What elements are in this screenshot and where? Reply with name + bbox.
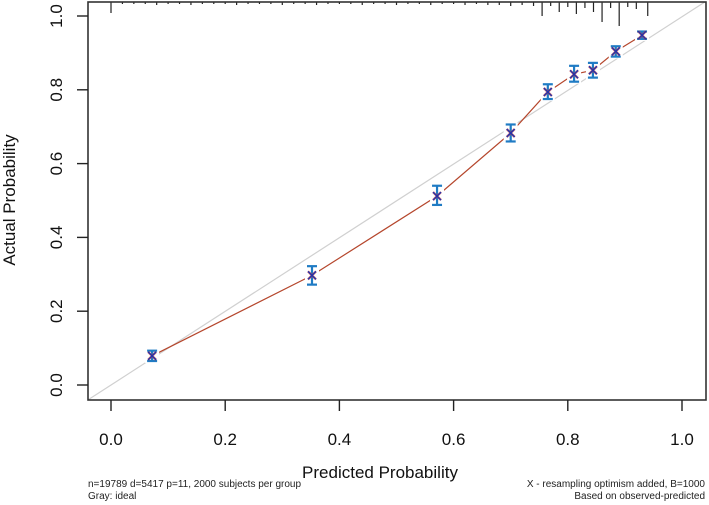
y-tick-label: 1.0: [47, 4, 66, 28]
data-point: [567, 63, 582, 84]
x-tick-label: 1.0: [670, 430, 694, 449]
x-tick-label: 0.4: [328, 430, 352, 449]
footnote-sample-info: n=19789 d=5417 p=11, 2000 subjects per g…: [88, 479, 302, 490]
footnote-gray-ideal: Gray: ideal: [88, 491, 137, 502]
x-axis: 0.0 0.2 0.4 0.6 0.8 1.0: [99, 400, 694, 449]
data-points: [145, 29, 650, 364]
footnote-resampling: X - resampling optimism added, B=1000: [526, 479, 705, 490]
x-axis-label: Predicted Probability: [302, 463, 458, 482]
footnote-left: n=19789 d=5417 p=11, 2000 subjects per g…: [88, 479, 301, 503]
y-tick-label: 0.6: [47, 152, 66, 176]
data-point: [540, 82, 555, 102]
data-point: [304, 264, 319, 287]
x-tick-label: 0.8: [556, 430, 580, 449]
data-point: [585, 60, 600, 80]
y-tick-label: 0.0: [47, 373, 66, 397]
rug-spikes: [110, 2, 649, 26]
y-axis: 0.0 0.2 0.4 0.6 0.8 1.0: [47, 4, 88, 397]
x-tick-label: 0.0: [99, 430, 123, 449]
plot-frame: [87, 1, 707, 401]
data-point: [608, 44, 623, 59]
y-tick-label: 0.4: [47, 226, 66, 250]
x-tick-label: 0.6: [442, 430, 466, 449]
data-point: [430, 183, 445, 207]
data-point: [503, 122, 518, 144]
footnote-right: X - resampling optimism added, B=1000 Ba…: [527, 479, 705, 503]
data-point: [145, 348, 160, 364]
y-tick-label: 0.2: [47, 299, 66, 323]
footnote-method: Based on observed-predicted: [574, 491, 705, 502]
y-axis-label: Actual Probability: [0, 134, 19, 266]
ideal-diagonal-line: [87, 1, 706, 401]
x-tick-label: 0.2: [213, 430, 237, 449]
y-tick-label: 0.8: [47, 78, 66, 102]
data-point: [635, 29, 650, 41]
